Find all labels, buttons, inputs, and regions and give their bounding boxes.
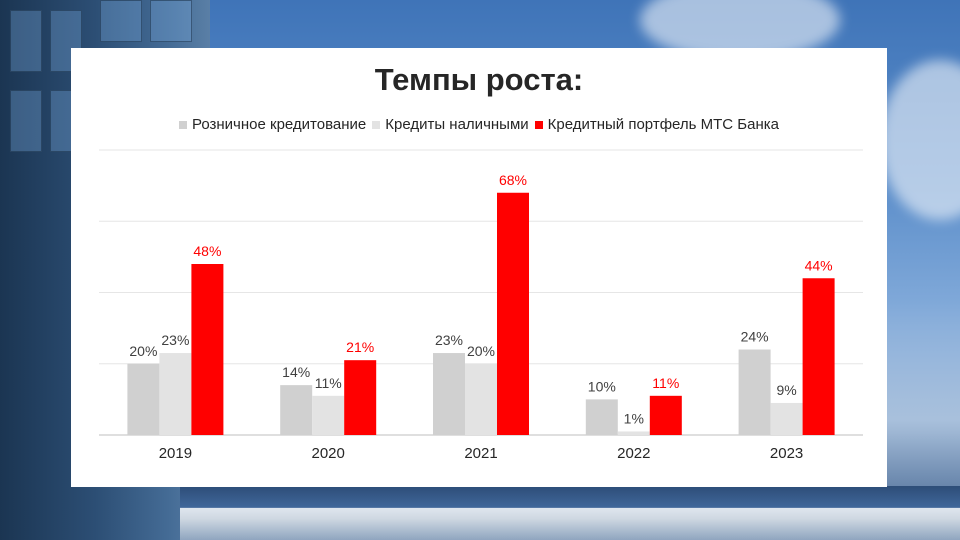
data-label: 10% (588, 378, 616, 394)
background-roof (180, 486, 960, 540)
bar (649, 395, 682, 435)
bar (738, 349, 771, 435)
bar (770, 402, 803, 435)
data-label: 68% (499, 172, 527, 188)
data-label: 11% (315, 375, 342, 391)
bar (159, 353, 192, 435)
chart-title: Темпы роста: (374, 62, 584, 97)
legend-item-mts-portfolio: Кредитный портфель МТС Банка (534, 116, 779, 133)
bar (617, 431, 650, 435)
legend-swatch (372, 120, 381, 129)
building-window (100, 0, 142, 42)
legend-item-cash-loans: Кредиты наличными (372, 116, 529, 133)
bar (312, 395, 345, 435)
data-label: 9% (776, 382, 796, 398)
legend-label: Кредитный портфель МТС Банка (547, 116, 779, 133)
bar (433, 353, 465, 435)
building-window (10, 10, 42, 72)
data-label: 24% (741, 329, 769, 345)
legend-item-retail: Розничное кредитование (179, 116, 366, 133)
bar (802, 278, 835, 435)
data-label: 21% (346, 339, 374, 355)
bar (465, 363, 497, 435)
x-tick-label: 2020 (312, 445, 345, 462)
bar-chart: 20%23%48%201914%11%21%202023%20%68%20211… (99, 149, 863, 462)
data-label: 14% (282, 364, 310, 380)
legend-swatch (534, 120, 543, 129)
bar (280, 385, 313, 435)
data-label: 11% (652, 375, 679, 391)
chart-card: Темпы роста: Розничное кредитование Кред… (71, 48, 887, 487)
building-window (10, 90, 42, 152)
bar (344, 360, 377, 435)
x-tick-label: 2019 (159, 445, 192, 462)
legend-label: Розничное кредитование (192, 116, 367, 133)
data-label: 23% (161, 332, 189, 348)
bar (191, 264, 224, 435)
data-label: 23% (435, 332, 463, 348)
data-label: 20% (467, 343, 495, 359)
chart-legend: Розничное кредитование Кредиты наличными… (71, 116, 887, 133)
data-label: 20% (129, 343, 157, 359)
data-label: 48% (193, 243, 221, 259)
x-tick-label: 2021 (464, 445, 497, 462)
building-window (150, 0, 192, 42)
data-label: 1% (624, 410, 644, 426)
x-tick-label: 2023 (770, 445, 803, 462)
data-label: 44% (805, 257, 833, 273)
bar (497, 192, 529, 435)
bar (585, 399, 618, 435)
bar (127, 363, 160, 435)
background-cloud (880, 60, 960, 220)
x-tick-label: 2022 (617, 445, 650, 462)
legend-swatch (179, 120, 187, 129)
legend-label: Кредиты наличными (385, 116, 529, 133)
